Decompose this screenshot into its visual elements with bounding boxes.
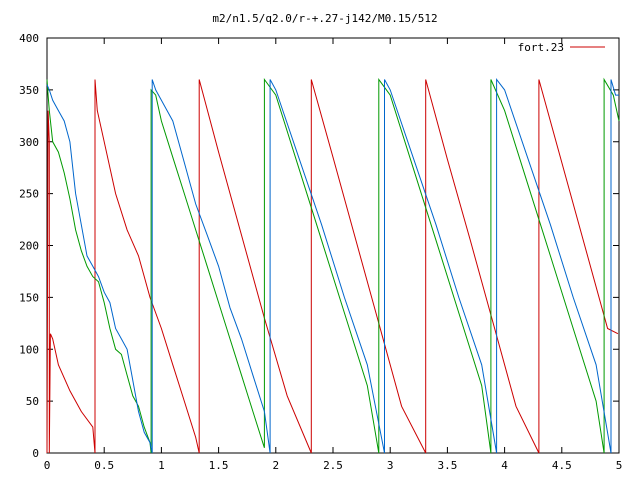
plot-frame (46, 37, 620, 454)
legend-label: fort.23 (518, 41, 564, 54)
y-axis: 0 50 100 150 200 250 300 350 400 (19, 32, 619, 460)
x-tick-label: 3.5 (437, 459, 457, 472)
legend: fort.23 (518, 41, 605, 54)
chart-title: m2/n1.5/q2.0/r-+.27-j142/M0.15/512 (212, 12, 437, 25)
series-line-3 (46, 78, 619, 454)
y-tick-label: 200 (19, 240, 39, 253)
y-tick-label: 350 (19, 84, 39, 97)
x-tick-label: 0 (44, 459, 51, 472)
x-tick-label: 2.5 (323, 459, 343, 472)
x-axis: 0 0.5 1 1.5 2 2.5 3 3.5 4 4.5 5 (44, 38, 623, 472)
y-tick-label: 100 (19, 343, 39, 356)
plot-series (46, 77, 620, 454)
x-tick-label: 3 (387, 459, 394, 472)
x-tick-label: 5 (616, 459, 623, 472)
y-tick-label: 150 (19, 291, 39, 304)
y-tick-label: 400 (19, 32, 39, 45)
y-tick-label: 250 (19, 188, 39, 201)
x-tick-label: 1 (158, 459, 165, 472)
x-tick-label: 0.5 (94, 459, 114, 472)
series-line-1 (46, 79, 619, 454)
y-tick-label: 50 (26, 395, 39, 408)
x-tick-label: 1.5 (209, 459, 229, 472)
x-tick-label: 2 (272, 459, 279, 472)
y-tick-label: 300 (19, 136, 39, 149)
x-tick-label: 4.5 (552, 459, 572, 472)
x-tick-label: 4 (501, 459, 508, 472)
y-tick-label: 0 (32, 447, 39, 460)
series-line-2 (46, 77, 620, 454)
